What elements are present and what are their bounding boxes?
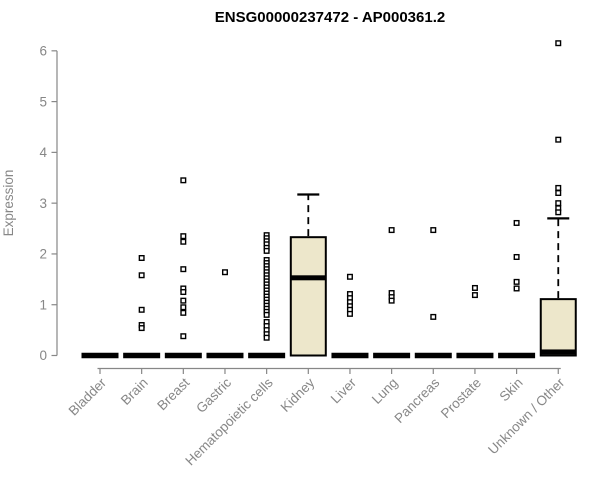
box-group-kidney	[289, 193, 327, 357]
outlier-point	[430, 227, 437, 234]
outlier-point	[471, 292, 478, 299]
collapsed-box-bar	[81, 352, 119, 359]
box-group-skin	[498, 219, 536, 359]
x-tick-label: Pancreas	[391, 375, 442, 426]
y-tick-label: 1	[39, 297, 47, 312]
outlier-point	[471, 284, 478, 291]
outlier-point	[263, 247, 270, 254]
box-group-lung	[373, 227, 411, 359]
x-tick-label: Prostate	[438, 375, 484, 421]
x-tick-label: Liver	[328, 375, 360, 407]
collapsed-box-bar	[248, 352, 286, 359]
outlier-point	[346, 310, 353, 317]
box-group-hematopoietic-cells	[248, 232, 286, 359]
outlier-point	[180, 304, 187, 311]
box-rect	[539, 298, 577, 357]
box-rect	[289, 236, 327, 357]
box-group-liver	[331, 273, 369, 359]
box-group-pancreas	[414, 227, 452, 359]
median-line	[290, 275, 326, 281]
outlier-point	[180, 297, 187, 304]
y-tick-label: 5	[39, 94, 47, 109]
outlier-point	[555, 184, 562, 191]
chart-title: ENSG00000237472 - AP000361.2	[215, 9, 445, 26]
outlier-point	[430, 313, 437, 320]
outlier-point	[555, 136, 562, 143]
x-tick-label: Gastric	[193, 375, 234, 416]
outlier-point	[138, 272, 145, 279]
y-tick-label: 4	[39, 145, 47, 160]
outlier-point	[555, 40, 562, 47]
box-group-bladder	[81, 352, 119, 359]
box-group-breast	[164, 177, 202, 359]
x-tick-label: Lung	[369, 375, 401, 407]
x-tick-label: Breast	[154, 375, 192, 413]
outlier-point	[138, 325, 145, 332]
outlier-point	[513, 278, 520, 285]
y-tick-label: 2	[39, 247, 47, 262]
outlier-point	[180, 289, 187, 296]
outlier-point	[138, 255, 145, 262]
outlier-point	[180, 309, 187, 316]
outlier-point	[388, 297, 395, 304]
outlier-point	[180, 266, 187, 273]
collapsed-box-bar	[498, 352, 536, 359]
x-tick-label: Kidney	[278, 375, 318, 415]
outlier-point	[263, 311, 270, 318]
collapsed-box-bar	[206, 352, 244, 359]
outlier-point	[180, 233, 187, 240]
outlier-point	[263, 334, 270, 341]
x-tick-label: Brain	[118, 375, 151, 408]
collapsed-box-bar	[414, 352, 452, 359]
outlier-point	[513, 219, 520, 226]
collapsed-box-bar	[456, 352, 494, 359]
x-tick-label: Bladder	[66, 375, 110, 419]
y-tick-label: 3	[39, 196, 47, 211]
collapsed-box-bar	[373, 352, 411, 359]
box-group-brain	[123, 255, 161, 359]
y-tick-label: 6	[39, 44, 47, 59]
outlier-point	[388, 227, 395, 234]
collapsed-box-bar	[164, 352, 202, 359]
x-tick-label: Skin	[497, 375, 526, 404]
outlier-point	[555, 209, 562, 216]
outlier-point	[180, 177, 187, 184]
outlier-point	[180, 238, 187, 245]
outlier-point	[555, 200, 562, 207]
outlier-point	[555, 190, 562, 197]
outlier-point	[138, 306, 145, 313]
outlier-point	[513, 253, 520, 260]
x-tick-label: Unknown / Other	[485, 375, 568, 458]
outlier-point	[513, 285, 520, 292]
outlier-point	[346, 273, 353, 280]
median-line	[540, 349, 576, 355]
y-tick-label: 0	[39, 348, 47, 363]
box-group-prostate	[456, 284, 494, 359]
outlier-point	[221, 269, 228, 276]
box-group-gastric	[206, 269, 244, 359]
collapsed-box-bar	[123, 352, 161, 359]
outlier-point	[180, 333, 187, 340]
collapsed-box-bar	[331, 352, 369, 359]
box-group-unknown-other	[539, 40, 577, 357]
y-axis-label: Expression	[1, 170, 16, 237]
